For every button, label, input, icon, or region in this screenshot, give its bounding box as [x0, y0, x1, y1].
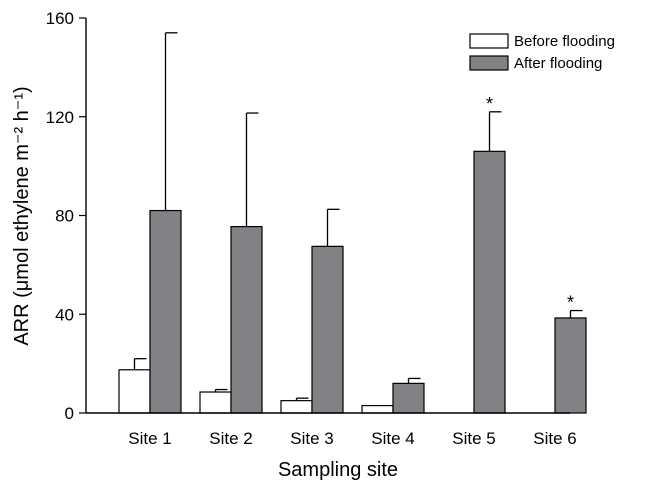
legend-swatch-before — [469, 33, 509, 49]
x-tick-label: Site 1 — [128, 429, 171, 448]
y-tick-label: 80 — [55, 207, 74, 226]
legend-swatch-after — [469, 55, 509, 71]
significance-marker: * — [567, 293, 574, 313]
bars-layer: ** — [118, 32, 587, 414]
legend-label-before: Before flooding — [514, 33, 615, 50]
x-tick-label: Site 4 — [371, 429, 414, 448]
y-tick-label: 120 — [46, 108, 74, 127]
x-tick-label: Site 5 — [452, 429, 495, 448]
bar-after-flooding — [392, 382, 425, 414]
bar-after-flooding — [230, 226, 263, 414]
bar-before-flooding — [118, 369, 151, 414]
bar-after-flooding — [149, 209, 182, 414]
y-tick-label: 0 — [65, 404, 74, 423]
bar-before-flooding — [199, 391, 232, 414]
legend: Before flooding After flooding — [469, 33, 615, 72]
y-tick-label: 160 — [46, 9, 74, 28]
bar-after-flooding — [473, 150, 506, 414]
x-axis-title: Sampling site — [278, 459, 398, 481]
x-tick-label: Site 6 — [533, 429, 576, 448]
bar-before-flooding — [361, 404, 394, 414]
bar-after-flooding — [311, 245, 344, 414]
bar-before-flooding — [280, 400, 313, 414]
significance-marker: * — [486, 94, 493, 114]
x-tick-label: Site 3 — [290, 429, 333, 448]
y-tick-label: 40 — [55, 305, 74, 324]
y-axis-title: ARR (μmol ethylene m⁻² h⁻¹) — [11, 86, 33, 345]
x-tick-label: Site 2 — [209, 429, 252, 448]
bar-after-flooding — [554, 317, 587, 414]
legend-label-after: After flooding — [514, 55, 602, 72]
ticks-layer: 0 40 80 120 160 Site 1 Site 2 Site 3 Site 4 Site … — [46, 9, 577, 448]
